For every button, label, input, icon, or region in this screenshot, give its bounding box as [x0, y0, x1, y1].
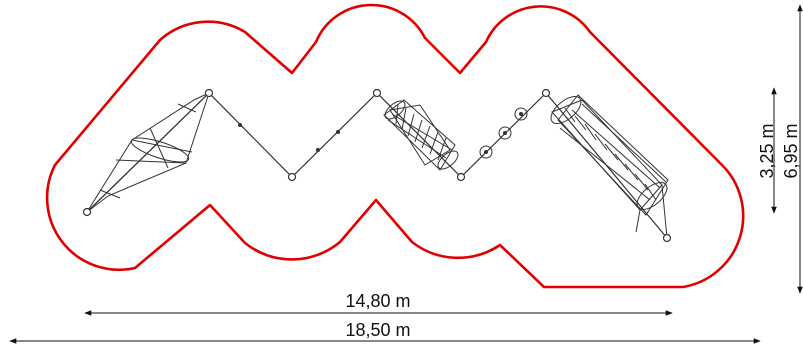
middle-ladder-net [383, 99, 459, 171]
inner-width-label: 14,80 m [345, 291, 410, 311]
posts [82, 88, 672, 243]
inner-depth-label: 3,25 m [757, 123, 777, 178]
post-marker [456, 172, 466, 182]
post-marker [372, 88, 382, 98]
rope-rings [238, 107, 528, 159]
right-tunnel-net [550, 94, 669, 239]
overall-width-label: 18,50 m [345, 320, 410, 340]
left-climbing-net [86, 92, 210, 213]
zigzag-rope-line [86, 92, 668, 239]
post-marker [287, 172, 297, 182]
post-marker [662, 233, 672, 243]
post-marker [541, 88, 551, 98]
overall-depth-label: 6,95 m [781, 123, 801, 178]
post-marker [204, 88, 214, 98]
safety-zone-outline [45, 3, 745, 289]
post-marker [82, 207, 92, 217]
